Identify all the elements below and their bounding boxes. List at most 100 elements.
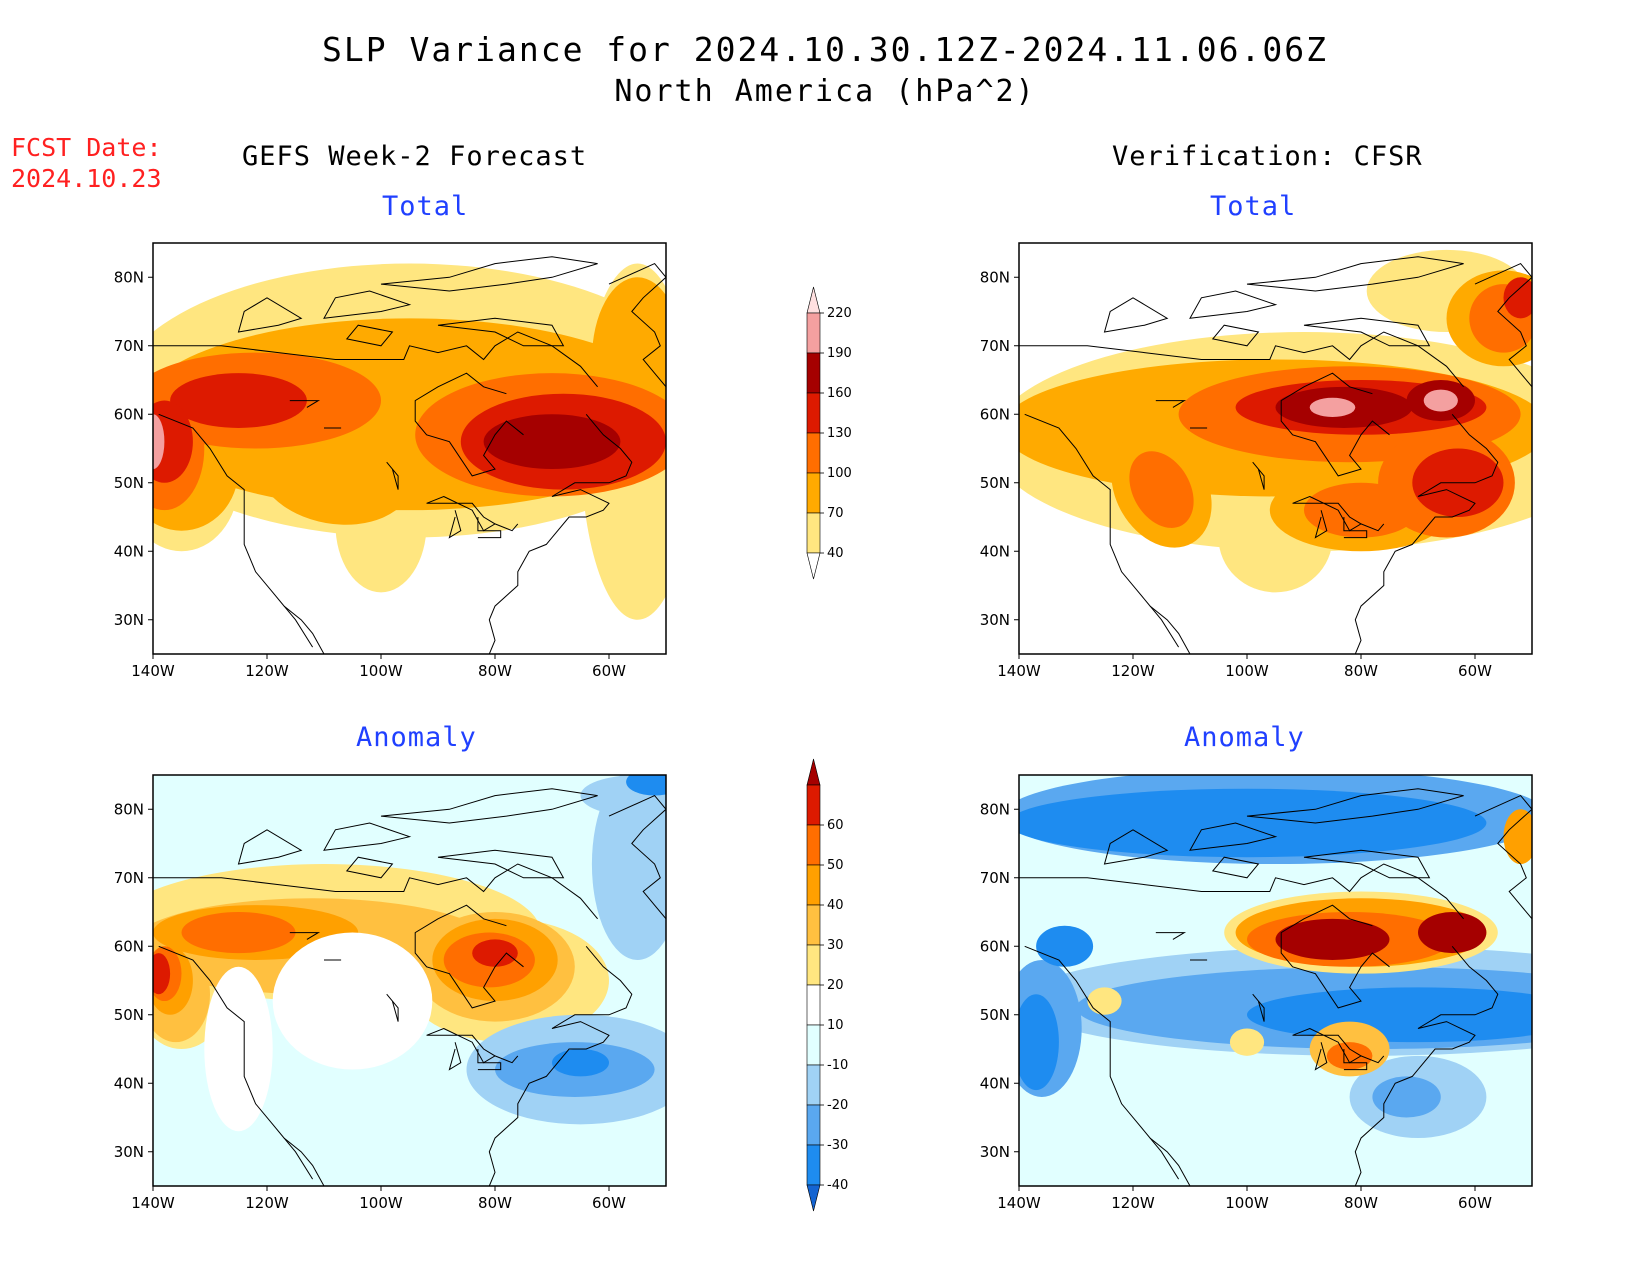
colorbar-label: 40: [827, 546, 844, 561]
left-column-heading: GEFS Week-2 Forecast: [242, 141, 588, 172]
lon-label: 80W: [478, 1194, 512, 1212]
coastline: [477, 1049, 502, 1071]
map-frame: [1018, 774, 1533, 1187]
coastline: [153, 331, 598, 388]
lon-label: 100W: [359, 1194, 403, 1212]
forecast-anomaly-map: 80N 70N 60N 50N 40N 30N 140W 120W 100W 80W 60W: [114, 774, 667, 1212]
coastline: [380, 788, 598, 824]
coastline: [1149, 605, 1180, 648]
coastline: [1360, 523, 1385, 532]
coastline: [1103, 297, 1169, 333]
panel-title-verification-anomaly: Anomaly: [1184, 722, 1305, 753]
lat-label: 70N: [980, 869, 1010, 887]
coastline-layer: [153, 256, 666, 654]
coastline: [1149, 1137, 1180, 1180]
contour-region: [1036, 925, 1094, 967]
lat-label: 60N: [980, 405, 1010, 423]
coastline: [1246, 256, 1464, 292]
coastline: [1474, 262, 1532, 388]
colorbar-segment: [806, 312, 821, 354]
contour-region: [1019, 994, 1059, 1091]
colorbar-label: -10: [827, 1058, 848, 1073]
coastline: [1474, 794, 1532, 920]
colorbar-label: 50: [827, 858, 844, 873]
coastline: [488, 945, 633, 1186]
lat-label: 30N: [980, 1143, 1010, 1161]
colorbar-segment: [806, 512, 821, 554]
shading-layer: [1019, 775, 1532, 1186]
lon-label: 140W: [131, 662, 175, 680]
colorbar-segment: [806, 432, 821, 474]
contour-region: [170, 373, 307, 428]
lon-label: 80W: [1344, 1194, 1378, 1212]
main-title: SLP Variance for 2024.10.30.12Z-2024.11.…: [322, 30, 1328, 69]
coastline: [426, 495, 496, 532]
coastline: [1280, 372, 1390, 477]
colorbar-top-cap: [806, 758, 821, 786]
lon-label: 60W: [592, 662, 626, 680]
coastline: [289, 400, 321, 408]
coastline: [1360, 1055, 1385, 1064]
colorbar-segment: [806, 864, 821, 906]
lon-label: 140W: [997, 662, 1041, 680]
coastline-layer: [1019, 256, 1532, 654]
colorbar-segment: [806, 984, 821, 1026]
coastline: [488, 413, 633, 654]
shading-layer: [153, 775, 666, 1186]
shading-layer: [1019, 243, 1532, 654]
contour-region: [1129, 451, 1194, 528]
contour-region: [1309, 397, 1356, 417]
colorbar-label: 40: [827, 898, 844, 913]
coastline: [237, 297, 303, 333]
right-column-heading: Verification: CFSR: [1112, 141, 1423, 172]
lat-label: 70N: [114, 337, 144, 355]
lon-label: 140W: [997, 1194, 1041, 1212]
lat-label: 60N: [114, 937, 144, 955]
lon-label: 100W: [1225, 662, 1269, 680]
lon-label: 120W: [245, 1194, 289, 1212]
coastline: [448, 1042, 462, 1071]
coastline: [386, 461, 399, 490]
coastline: [1252, 993, 1265, 1022]
fcst-date-value: 2024.10.23: [11, 164, 162, 193]
lat-label: 40N: [980, 542, 1010, 560]
coastline: [437, 849, 565, 879]
colorbar-label: -40: [827, 1178, 848, 1193]
lon-label: 60W: [592, 1194, 626, 1212]
colorbar-label: 20: [827, 978, 844, 993]
colorbar-segment: [806, 472, 821, 514]
coastline: [1354, 945, 1499, 1186]
panel-title-verification-total: Total: [1210, 191, 1297, 222]
coastline: [1211, 324, 1260, 347]
lat-label: 40N: [114, 1074, 144, 1092]
lat-label: 50N: [114, 1006, 144, 1024]
coastline: [1155, 932, 1187, 940]
lat-label: 80N: [980, 268, 1010, 286]
lon-label: 120W: [1111, 662, 1155, 680]
lat-label: 30N: [114, 1143, 144, 1161]
coastline: [1019, 863, 1464, 920]
colorbar-label: 30: [827, 938, 844, 953]
lat-label: 40N: [980, 1074, 1010, 1092]
lon-label: 120W: [1111, 1194, 1155, 1212]
contour-region: [626, 775, 666, 796]
contour-region: [552, 1049, 609, 1077]
colorbar-segment: [806, 944, 821, 986]
colorbar-segment: [806, 1104, 821, 1146]
verification-anomaly-map: 80N 70N 60N 50N 40N 30N 140W 120W 100W 80W 60W: [980, 774, 1533, 1212]
coastline: [608, 794, 666, 920]
coastline: [345, 856, 394, 879]
coastline: [426, 1027, 496, 1064]
contour-region: [1503, 277, 1532, 319]
coastline: [1155, 400, 1187, 408]
coastline: [1354, 413, 1499, 654]
colorbar-label: 100: [827, 466, 852, 481]
contour-region: [1019, 788, 1487, 858]
forecast-total-map: 80N 70N 60N 50N 40N 30N 140W 120W 100W 80W 60W: [114, 242, 667, 680]
colorbar-label: 160: [827, 386, 852, 401]
lat-label: 80N: [980, 800, 1010, 818]
coastline: [1280, 904, 1390, 1009]
verification-total-map: 80N 70N 60N 50N 40N 30N 140W 120W 100W 80W 60W: [980, 242, 1533, 680]
coastline: [1343, 1049, 1368, 1071]
colorbar-segment: [806, 352, 821, 394]
